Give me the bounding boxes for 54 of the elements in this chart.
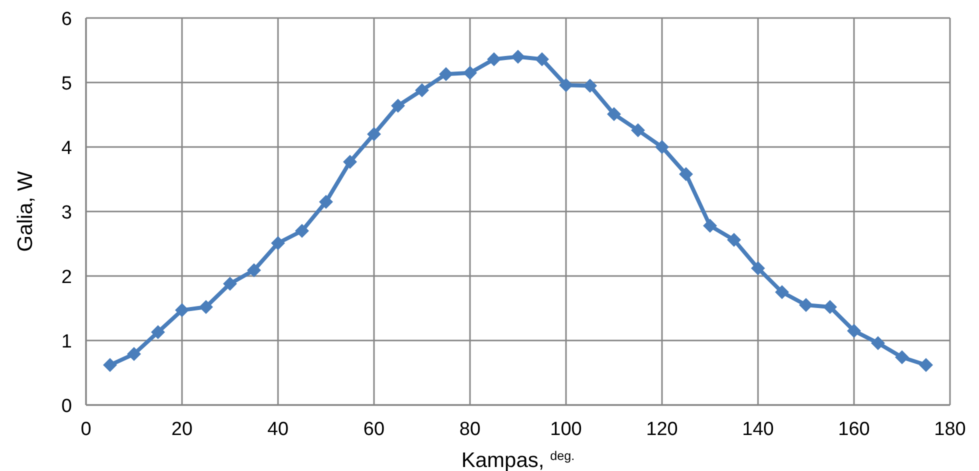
- point: [727, 232, 741, 247]
- y-tick-label: 3: [61, 202, 72, 224]
- point: [919, 358, 933, 372]
- point: [367, 127, 381, 142]
- y-tick-label: 2: [61, 267, 72, 288]
- point: [607, 107, 621, 122]
- point: [271, 236, 285, 250]
- x-tick-label: 140: [742, 419, 774, 440]
- point: [895, 350, 909, 364]
- y-axis-title: Galia, W: [14, 171, 37, 252]
- point: [343, 154, 357, 169]
- point: [655, 140, 669, 154]
- point: [439, 67, 453, 82]
- point: [559, 78, 573, 92]
- x-tick-label: 40: [267, 419, 289, 440]
- point: [223, 276, 237, 291]
- x-axis-title: Kampas, $^{deg.}$: [461, 449, 575, 471]
- point: [679, 167, 693, 182]
- point: [127, 347, 141, 362]
- point: [583, 78, 597, 93]
- point: [823, 300, 837, 314]
- y-tick-label: 5: [61, 74, 72, 94]
- point: [487, 52, 501, 66]
- point: [391, 98, 405, 113]
- point: [511, 50, 525, 64]
- point: [175, 303, 189, 318]
- point: [247, 263, 261, 278]
- point: [535, 52, 549, 66]
- x-tick-label: 60: [363, 419, 385, 440]
- x-tick-label: 100: [550, 419, 582, 440]
- point: [799, 298, 813, 312]
- point: [319, 194, 333, 209]
- x-tick-label: 120: [646, 419, 678, 440]
- point: [103, 358, 117, 372]
- point: [631, 123, 645, 138]
- point: [751, 261, 765, 276]
- point: [151, 325, 165, 340]
- point: [871, 336, 885, 350]
- point: [463, 66, 477, 80]
- x-tick-label: 20: [171, 419, 193, 440]
- y-tick-label: 0: [61, 396, 72, 417]
- point: [775, 285, 789, 300]
- x-tick-label: 160: [838, 419, 870, 440]
- y-tick-label: 6: [61, 9, 72, 30]
- y-tick-label: 4: [61, 138, 72, 159]
- point: [295, 224, 309, 238]
- x-tick-label: 80: [459, 419, 481, 440]
- x-tick-label: 0: [80, 419, 92, 440]
- point: [847, 324, 861, 338]
- point: [415, 83, 429, 98]
- point: [199, 300, 213, 314]
- x-tick-label: 180: [934, 419, 966, 440]
- y-tick-label: 1: [61, 332, 72, 352]
- point: [703, 218, 717, 233]
